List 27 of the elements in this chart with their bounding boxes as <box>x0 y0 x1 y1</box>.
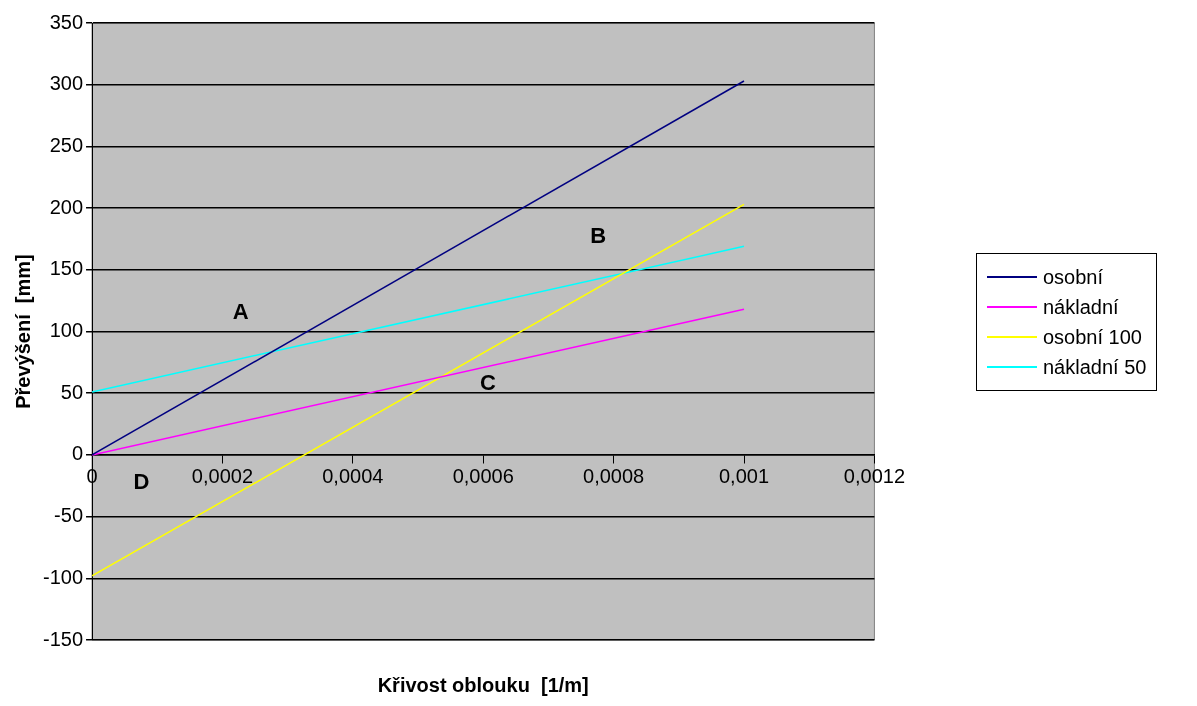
x-axis-title: Křivost oblouku [1/m] <box>377 674 589 696</box>
legend-label: osobní 100 <box>1043 325 1142 350</box>
y-tick-label: 100 <box>49 319 84 342</box>
legend-label: nákladní <box>1043 295 1119 320</box>
x-tick-label: 0,0002 <box>191 465 254 488</box>
x-tick-label: 0,0006 <box>452 465 514 488</box>
y-tick-label: 150 <box>49 257 84 280</box>
legend-label: nákladní 50 <box>1043 355 1147 380</box>
x-tick-label: 0,0008 <box>583 465 645 488</box>
annotation: A <box>232 299 249 325</box>
x-tick-label: 0,0012 <box>843 465 905 488</box>
annotation: D <box>133 468 150 494</box>
y-tick-label: 350 <box>49 10 84 33</box>
y-tick-label: -50 <box>54 504 84 527</box>
y-tick-label: 250 <box>49 133 84 156</box>
y-tick-label: 300 <box>49 72 84 95</box>
x-tick-label: 0,001 <box>718 465 770 488</box>
y-tick-label: 200 <box>49 195 84 218</box>
y-tick-label: -100 <box>43 565 84 588</box>
legend-label: osobní <box>1043 265 1104 290</box>
y-axis-title: Převýšení [mm] <box>11 254 34 409</box>
y-tick-label: -150 <box>43 627 84 650</box>
x-tick-label: 0,0004 <box>322 465 384 488</box>
annotation: B <box>590 223 607 249</box>
annotation: C <box>479 370 496 396</box>
y-tick-label: 50 <box>60 380 84 403</box>
y-tick-label: 0 <box>71 442 84 465</box>
